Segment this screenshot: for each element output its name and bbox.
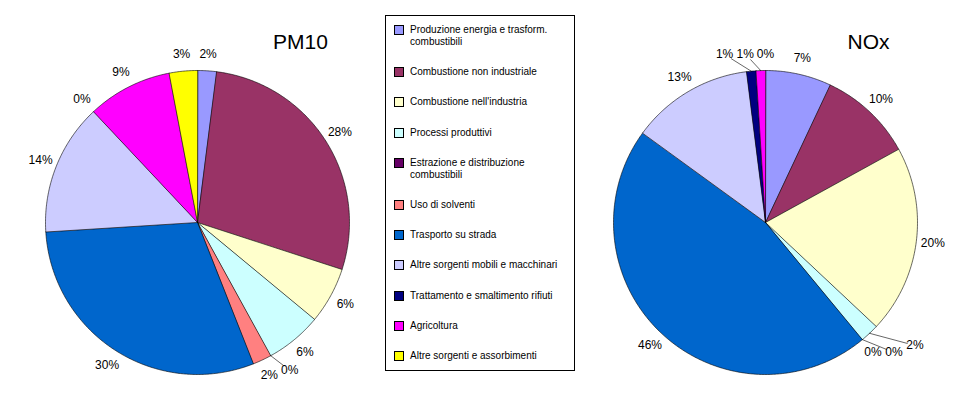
html-text:Produzione energia e trasform.: Produzione energia e trasform. combustib…: [410, 24, 548, 47]
svg-text:0%: 0%: [281, 363, 299, 377]
svg-text:46%: 46%: [638, 338, 662, 352]
svg-text:7%: 7%: [794, 51, 812, 65]
svg-text:0%: 0%: [73, 92, 91, 106]
html-text:Estrazione e distribuzione com: Estrazione e distribuzione combustibili: [410, 156, 525, 180]
html-text:Altre sorgenti e assorbimenti: Altre sorgenti e assorbimenti: [410, 349, 537, 361]
svg-text:3%: 3%: [173, 47, 191, 61]
html-text:Combustione non industriale: Combustione non industriale: [410, 66, 537, 78]
svg-text:0%: 0%: [864, 345, 882, 359]
svg-text:2%: 2%: [906, 338, 924, 352]
svg-text:20%: 20%: [921, 236, 945, 250]
html-text:Trasporto su strada: Trasporto su strada: [410, 229, 497, 241]
svg-text:9%: 9%: [112, 65, 130, 79]
html-text:Processi produttivi: Processi produttivi: [410, 126, 492, 138]
svg-text:28%: 28%: [328, 125, 352, 139]
svg-text:30%: 30%: [95, 358, 119, 372]
svg-text:14%: 14%: [29, 153, 53, 167]
svg-text:0%: 0%: [757, 47, 775, 61]
html-text:Agricoltura: Agricoltura: [410, 319, 458, 331]
svg-text:NOx: NOx: [848, 30, 891, 53]
svg-text:10%: 10%: [869, 92, 893, 106]
svg-text:0%: 0%: [885, 345, 903, 359]
svg-text:13%: 13%: [668, 70, 692, 84]
svg-text:1%: 1%: [716, 47, 734, 61]
html-text:Uso di solventi: Uso di solventi: [410, 198, 475, 210]
svg-text:2%: 2%: [261, 368, 279, 382]
svg-text:6%: 6%: [296, 345, 314, 359]
svg-text:2%: 2%: [199, 47, 217, 61]
svg-text:PM10: PM10: [273, 30, 328, 53]
svg-text:6%: 6%: [337, 297, 355, 311]
svg-text:1%: 1%: [737, 47, 755, 61]
html-text:Trattamento e smaltimento rifi: Trattamento e smaltimento rifiuti: [410, 289, 553, 301]
html-text:Altre sorgenti mobili e macchi: Altre sorgenti mobili e macchinari: [410, 259, 558, 271]
html-text:Combustione nell'industria: Combustione nell'industria: [410, 96, 527, 108]
